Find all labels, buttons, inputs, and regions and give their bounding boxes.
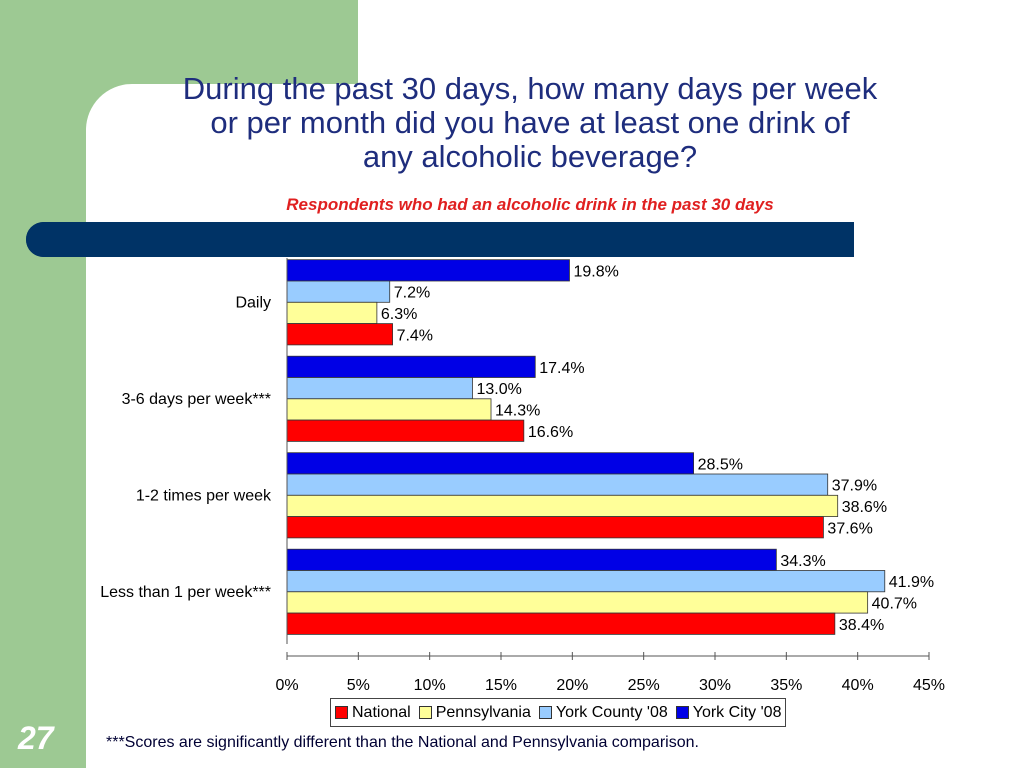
category-label: Daily xyxy=(235,294,271,311)
footnote: ***Scores are significantly different th… xyxy=(106,734,699,751)
data-label: 40.7% xyxy=(872,595,917,612)
slide-title-line-1: During the past 30 days, how many days p… xyxy=(182,71,878,106)
bar xyxy=(286,548,777,571)
legend-swatch xyxy=(538,706,552,719)
x-tick-label: 25% xyxy=(628,677,660,694)
bar xyxy=(286,419,525,442)
bar xyxy=(286,494,839,517)
background-green-strip xyxy=(0,0,86,768)
data-label: 17.4% xyxy=(539,360,584,377)
x-tick-label: 20% xyxy=(556,677,588,694)
x-tick-label: 0% xyxy=(275,677,298,694)
bar xyxy=(286,280,391,303)
data-label: 6.3% xyxy=(381,306,417,323)
x-tick-label: 40% xyxy=(842,677,874,694)
bar-chart: Daily 19.8% 7.2% 6.3% 7.4% 3-6 days per week*… xyxy=(100,258,945,694)
data-label: 7.2% xyxy=(394,285,430,302)
legend-label: Pennsylvania xyxy=(435,703,531,721)
chart-legend: National Pennsylvania York County '08 York … xyxy=(330,698,787,727)
page-number: 27 xyxy=(18,720,54,756)
data-label: 13.0% xyxy=(476,381,521,398)
bar xyxy=(286,398,492,421)
x-tick-label: 10% xyxy=(414,677,446,694)
legend-swatch xyxy=(675,706,689,719)
bar xyxy=(286,591,869,614)
bar xyxy=(286,259,570,282)
data-label: 28.5% xyxy=(698,456,743,473)
legend-label: York County '08 xyxy=(555,703,668,721)
bar xyxy=(286,355,536,378)
data-label: 37.6% xyxy=(827,520,872,537)
x-tick-label: 45% xyxy=(913,677,945,694)
x-tick-label: 5% xyxy=(347,677,370,694)
bar xyxy=(286,473,829,496)
data-label: 14.3% xyxy=(495,402,540,419)
decorative-band xyxy=(26,222,854,257)
content-panel xyxy=(86,84,1024,784)
data-label: 16.6% xyxy=(528,424,573,441)
legend-swatch xyxy=(418,706,432,719)
data-label: 37.9% xyxy=(832,478,877,495)
legend-label: National xyxy=(352,703,411,721)
data-label: 7.4% xyxy=(397,327,433,344)
x-tick-label: 30% xyxy=(699,677,731,694)
legend-item: National xyxy=(335,704,411,722)
legend-item: Pennsylvania xyxy=(418,703,531,722)
bar xyxy=(286,570,886,593)
background-white-top xyxy=(358,0,1024,84)
category-label: Less than 1 per week*** xyxy=(100,584,271,601)
bar xyxy=(286,323,393,346)
bar xyxy=(286,612,836,635)
data-label: 19.8% xyxy=(573,263,618,280)
bar xyxy=(286,301,378,324)
data-label: 34.3% xyxy=(780,553,825,570)
category-label: 1-2 times per week xyxy=(136,487,272,504)
bar xyxy=(286,377,473,400)
slide-title: During the past 30 days, how many days p… xyxy=(120,72,940,174)
slide-title-line-2: or per month did you have at least one d… xyxy=(210,105,850,140)
x-tick-label: 35% xyxy=(770,677,802,694)
legend-swatch xyxy=(335,706,348,719)
legend-item: York City '08 xyxy=(675,703,782,722)
data-label: 41.9% xyxy=(889,574,934,591)
x-tick-label: 15% xyxy=(485,677,517,694)
legend-item: York County '08 xyxy=(538,703,668,722)
data-label: 38.6% xyxy=(842,499,887,516)
category-label: 3-6 days per week*** xyxy=(122,391,271,408)
legend-label: York City '08 xyxy=(692,703,782,721)
data-label: 38.4% xyxy=(839,617,884,634)
slide-title-line-3: any alcoholic beverage? xyxy=(362,139,698,174)
bar xyxy=(286,452,695,475)
chart-subtitle: Respondents who had an alcoholic drink i… xyxy=(286,195,774,214)
bar xyxy=(286,516,824,539)
